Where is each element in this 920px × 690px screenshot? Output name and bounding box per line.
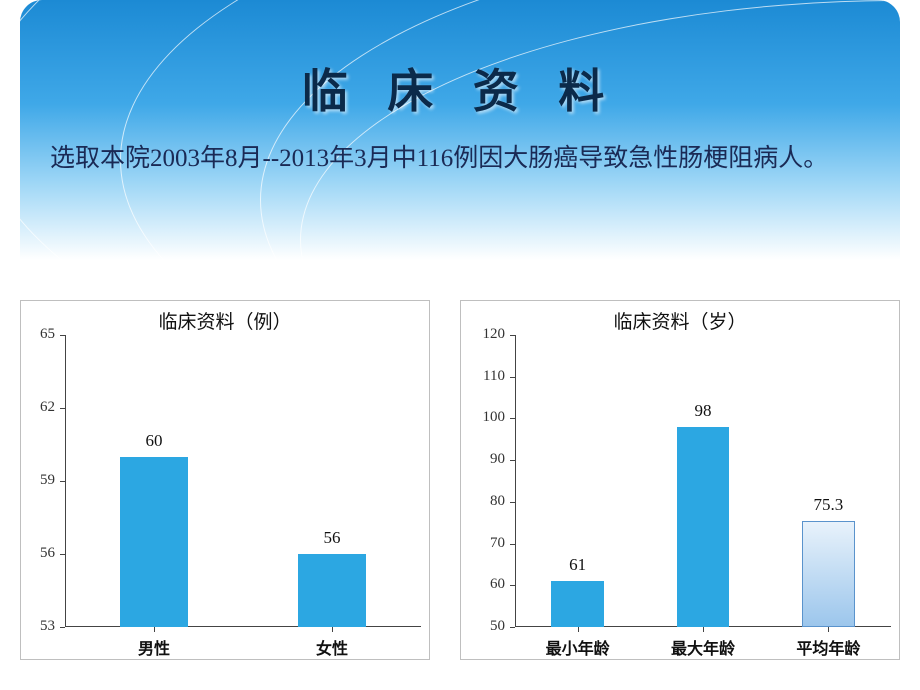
chart-title: 临床资料（岁） xyxy=(461,307,899,334)
y-tick xyxy=(510,585,515,586)
plot-area: 5060708090100110120最小年龄61最大年龄98平均年龄75.3 xyxy=(515,335,891,627)
y-tick-label: 80 xyxy=(490,493,505,510)
category-label: 最小年龄 xyxy=(518,635,638,659)
bar xyxy=(677,427,730,627)
y-tick-label: 59 xyxy=(40,472,55,489)
x-tick xyxy=(703,627,704,632)
bar xyxy=(298,554,366,627)
y-tick xyxy=(60,627,65,628)
plot-area: 5356596265男性60女性56 xyxy=(65,335,421,627)
value-label: 98 xyxy=(663,401,743,421)
y-tick xyxy=(60,335,65,336)
y-tick-label: 70 xyxy=(490,535,505,552)
y-tick xyxy=(510,418,515,419)
subtitle-text: 选取本院2003年8月--2013年3月中116例因大肠癌导致急性肠梗阻病人。 xyxy=(40,130,880,188)
y-tick-label: 100 xyxy=(483,409,506,426)
y-tick xyxy=(510,502,515,503)
y-tick-label: 60 xyxy=(490,576,505,593)
y-tick xyxy=(510,377,515,378)
charts-row: 临床资料（例）5356596265男性60女性56 临床资料（岁）5060708… xyxy=(20,300,900,660)
value-label: 56 xyxy=(292,528,372,548)
x-tick xyxy=(828,627,829,632)
y-tick-label: 120 xyxy=(483,326,506,343)
value-label: 75.3 xyxy=(788,495,868,515)
y-tick-label: 62 xyxy=(40,399,55,416)
y-tick-label: 50 xyxy=(490,618,505,635)
y-tick-label: 56 xyxy=(40,545,55,562)
y-tick-label: 110 xyxy=(483,368,505,385)
category-label: 女性 xyxy=(272,635,392,659)
y-tick xyxy=(510,460,515,461)
y-tick xyxy=(510,335,515,336)
value-label: 60 xyxy=(114,431,194,451)
bar xyxy=(551,581,604,627)
chart-gender-count: 临床资料（例）5356596265男性60女性56 xyxy=(20,300,430,660)
y-tick xyxy=(60,481,65,482)
x-tick xyxy=(332,627,333,632)
bar xyxy=(120,457,188,627)
x-axis xyxy=(65,626,421,627)
y-tick xyxy=(60,554,65,555)
y-tick-label: 65 xyxy=(40,326,55,343)
bar xyxy=(802,521,855,627)
x-tick xyxy=(578,627,579,632)
chart-age-stats: 临床资料（岁）5060708090100110120最小年龄61最大年龄98平均… xyxy=(460,300,900,660)
value-label: 61 xyxy=(538,555,618,575)
page-title: 临 床 资 料 xyxy=(0,55,920,121)
y-axis xyxy=(65,335,66,627)
y-tick-label: 90 xyxy=(490,451,505,468)
category-label: 男性 xyxy=(94,635,214,659)
category-label: 最大年龄 xyxy=(643,635,763,659)
x-tick xyxy=(154,627,155,632)
chart-title: 临床资料（例） xyxy=(21,307,429,334)
y-axis xyxy=(515,335,516,627)
category-label: 平均年龄 xyxy=(768,635,888,659)
y-tick xyxy=(510,544,515,545)
y-tick xyxy=(510,627,515,628)
y-tick xyxy=(60,408,65,409)
y-tick-label: 53 xyxy=(40,618,55,635)
